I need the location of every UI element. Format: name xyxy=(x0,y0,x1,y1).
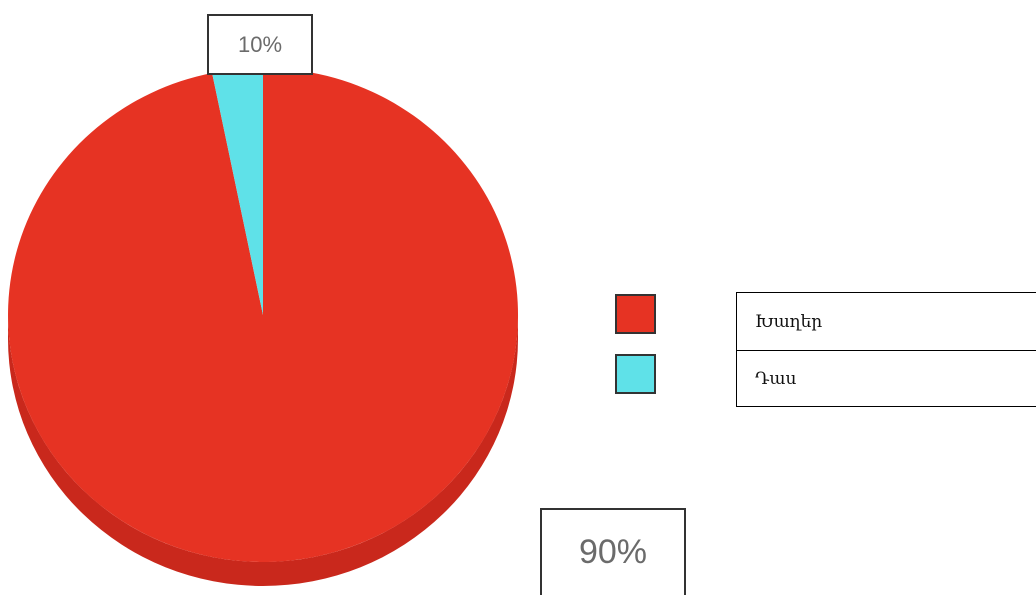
legend-swatch-khagher xyxy=(615,294,656,334)
legend-entry-das: Դաս xyxy=(737,350,1036,407)
pie-slice-das xyxy=(212,68,263,315)
legend-swatch-das xyxy=(615,354,656,394)
pie-slices xyxy=(8,68,519,562)
legend: Խաղեր Դաս xyxy=(736,292,1036,407)
legend-entry-khagher: Խաղեր xyxy=(755,311,823,332)
data-label-khagher: 90% xyxy=(540,508,686,595)
pie-slice-khagher xyxy=(8,68,519,562)
data-label-das: 10% xyxy=(207,14,313,75)
